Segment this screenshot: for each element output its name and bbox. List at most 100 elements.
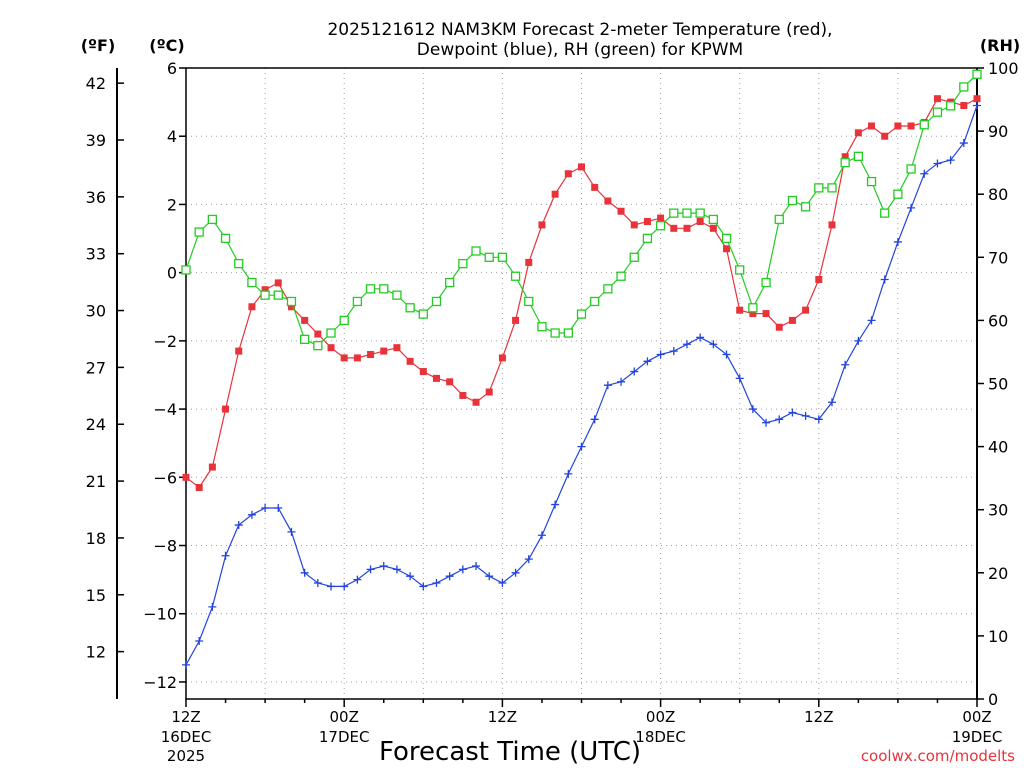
dewpoint-point	[327, 582, 336, 591]
dewpoint-point	[485, 572, 494, 581]
rh-tick-label: 90	[988, 122, 1008, 141]
rh-point	[194, 227, 204, 237]
temperature-point	[907, 122, 915, 130]
dewpoint-point	[537, 531, 546, 540]
rh-point	[405, 303, 415, 313]
dewpoint-point	[603, 381, 612, 390]
rh-point	[247, 277, 257, 288]
celsius-tick-label: 0	[167, 264, 177, 283]
temperature-point	[670, 224, 678, 232]
temperature-point	[578, 163, 585, 171]
dewpoint-point	[617, 377, 626, 386]
temperature-point	[815, 275, 823, 283]
temperature-point	[933, 95, 941, 103]
rh-tick-label: 20	[988, 564, 1008, 583]
temperature-point	[841, 153, 849, 161]
temperature-point	[696, 217, 704, 225]
temperature-point	[604, 197, 612, 205]
dewpoint-point	[643, 357, 652, 366]
temperature-point	[657, 214, 665, 222]
rh-point	[431, 296, 442, 307]
dewpoint-point	[827, 398, 836, 407]
grid-lines	[186, 68, 977, 699]
rh-tick-label: 80	[988, 185, 1008, 204]
rh-tick-label: 100	[988, 59, 1019, 78]
celsius-tick-label: −4	[153, 400, 177, 419]
dewpoint-point	[656, 350, 665, 359]
dewpoint-point	[195, 637, 204, 646]
dewpoint-point	[419, 582, 428, 591]
celsius-tick-label: −2	[153, 332, 177, 351]
fahrenheit-unit-label: (ºF)	[81, 36, 116, 55]
dewpoint-point	[392, 565, 401, 574]
rh-point	[761, 277, 771, 288]
dewpoint-point	[300, 568, 309, 577]
dewpoint-series	[182, 101, 981, 669]
dewpoint-point	[551, 500, 560, 509]
credit-text: coolwx.com/modelts	[861, 747, 1015, 765]
temperature-point	[775, 323, 783, 331]
dewpoint-point	[498, 579, 507, 588]
dewpoint-point	[867, 316, 876, 325]
dewpoint-point	[735, 374, 744, 383]
temperature-point	[973, 95, 981, 103]
celsius-tick-label: −10	[143, 605, 177, 624]
celsius-tick-label: 4	[167, 127, 177, 146]
temperature-point	[301, 316, 309, 324]
temperature-point	[248, 303, 256, 311]
temperature-point	[762, 310, 770, 318]
rh-point	[392, 290, 402, 300]
time-tick-label: 00Z	[962, 708, 991, 726]
fahrenheit-tick-label: 33	[86, 245, 106, 264]
celsius-tick-label: −12	[143, 673, 177, 692]
time-tick-label: 12Z	[804, 708, 833, 726]
dewpoint-point	[458, 565, 467, 574]
celsius-axis-ticks: −12 −10 −8 −6 −4 −2 0 2 4 6	[143, 59, 186, 692]
temperature-point	[446, 378, 454, 386]
rh-point	[445, 277, 455, 288]
rh-point	[471, 246, 481, 256]
temperature-point	[235, 347, 243, 355]
rh-point	[682, 208, 692, 218]
time-tick-date: 16DEC	[161, 728, 212, 746]
rh-point	[735, 265, 745, 275]
dewpoint-point	[801, 411, 810, 420]
rh-point	[695, 208, 705, 218]
rh-tick-label: 10	[988, 627, 1008, 646]
dewpoint-point	[564, 469, 573, 478]
rh-point	[919, 120, 929, 130]
temperature-point	[630, 221, 638, 229]
rh-axis-ticks: 0 10 20 30 40 50 60 70 80 90 100	[977, 59, 1019, 709]
fahrenheit-tick-label: 15	[86, 586, 106, 605]
rh-point	[510, 271, 521, 281]
dewpoint-point	[234, 521, 243, 530]
time-tick-label: 12Z	[171, 708, 200, 726]
temperature-point	[485, 388, 493, 396]
temperature-point	[683, 224, 691, 232]
temperature-point	[591, 183, 599, 191]
rh-point	[339, 315, 349, 326]
rh-point	[880, 208, 890, 218]
rh-point	[669, 208, 679, 218]
chart-title-line2: Dewpoint (blue), RH (green) for KPWM	[417, 40, 743, 60]
temperature-point	[393, 344, 401, 352]
dewpoint-point	[406, 572, 415, 581]
dewpoint-point	[748, 405, 757, 414]
fahrenheit-axis-ticks: 12 15 18 21 24 27 30 33 36 39 42	[86, 74, 124, 662]
rh-point	[418, 309, 428, 319]
dewpoint-point	[247, 510, 256, 519]
rh-point	[893, 189, 903, 199]
time-tick-date: 18DEC	[635, 728, 686, 746]
rh-point	[260, 290, 270, 300]
rh-line	[185, 73, 978, 347]
rh-series	[181, 69, 982, 351]
temperature-point	[709, 224, 717, 232]
rh-tick-label: 0	[988, 690, 998, 709]
rh-point	[603, 284, 613, 294]
dewpoint-point	[366, 565, 375, 574]
temperature-point	[525, 258, 533, 266]
temperature-point	[802, 306, 810, 314]
rh-point	[563, 328, 573, 338]
dewpoint-point	[274, 503, 283, 512]
